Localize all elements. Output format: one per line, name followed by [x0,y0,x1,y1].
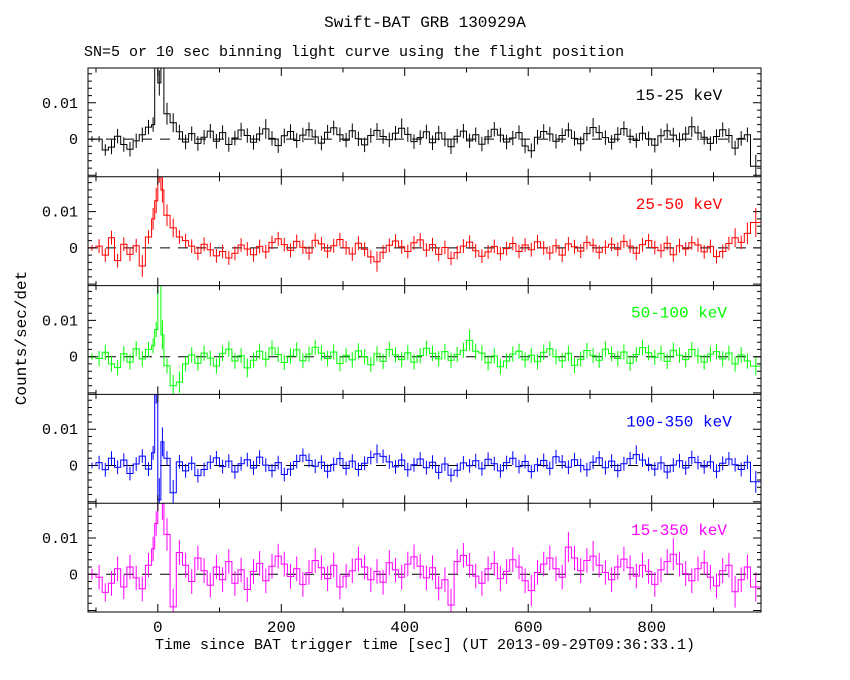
x-axis-label: Time since BAT trigger time [sec] (UT 20… [154,637,696,654]
y-tick-label: 0.01 [42,531,78,548]
y-tick-label: 0.01 [42,422,78,439]
series-step-100-350-keV [88,394,761,501]
chart-subtitle: SN=5 or 10 sec binning light curve using… [84,44,625,61]
series-errorbars-25-50-keV [91,176,757,277]
band-label-15-25-keV: 15-25 keV [636,87,723,105]
y-tick-label: 0.01 [42,205,78,222]
panel-3 [88,394,761,504]
y-tick-label: 0 [69,350,78,367]
panel-0 [88,68,761,177]
x-tick-label: 0 [153,619,163,637]
y-tick-label: 0.01 [42,96,78,113]
band-label-15-350-keV: 15-350 keV [631,522,727,540]
band-label-50-100-keV: 50-100 keV [631,305,727,323]
series-step-25-50-keV [88,176,761,267]
series-step-15-25-keV [88,68,761,167]
y-tick-label: 0.01 [42,313,78,330]
chart-title: Swift-BAT GRB 130929A [324,14,526,32]
plot-frame [87,67,762,613]
x-tick-label: 800 [637,619,666,637]
band-label-100-350-keV: 100-350 keV [626,413,732,431]
y-tick-label: 0 [69,132,78,149]
band-label-25-50-keV: 25-50 keV [636,196,723,214]
panel-4 [88,503,761,613]
axis-ticks [88,68,761,612]
y-tick-label: 0 [69,567,78,584]
x-tick-label: 400 [390,619,419,637]
panel-1 [88,176,761,277]
panel-2 [88,285,761,395]
y-tick-label: 0 [69,241,78,258]
y-tick-label: 0 [69,459,78,476]
x-tick-label: 200 [267,619,296,637]
series-errorbars-100-350-keV [91,394,757,504]
x-tick-label: 600 [514,619,543,637]
